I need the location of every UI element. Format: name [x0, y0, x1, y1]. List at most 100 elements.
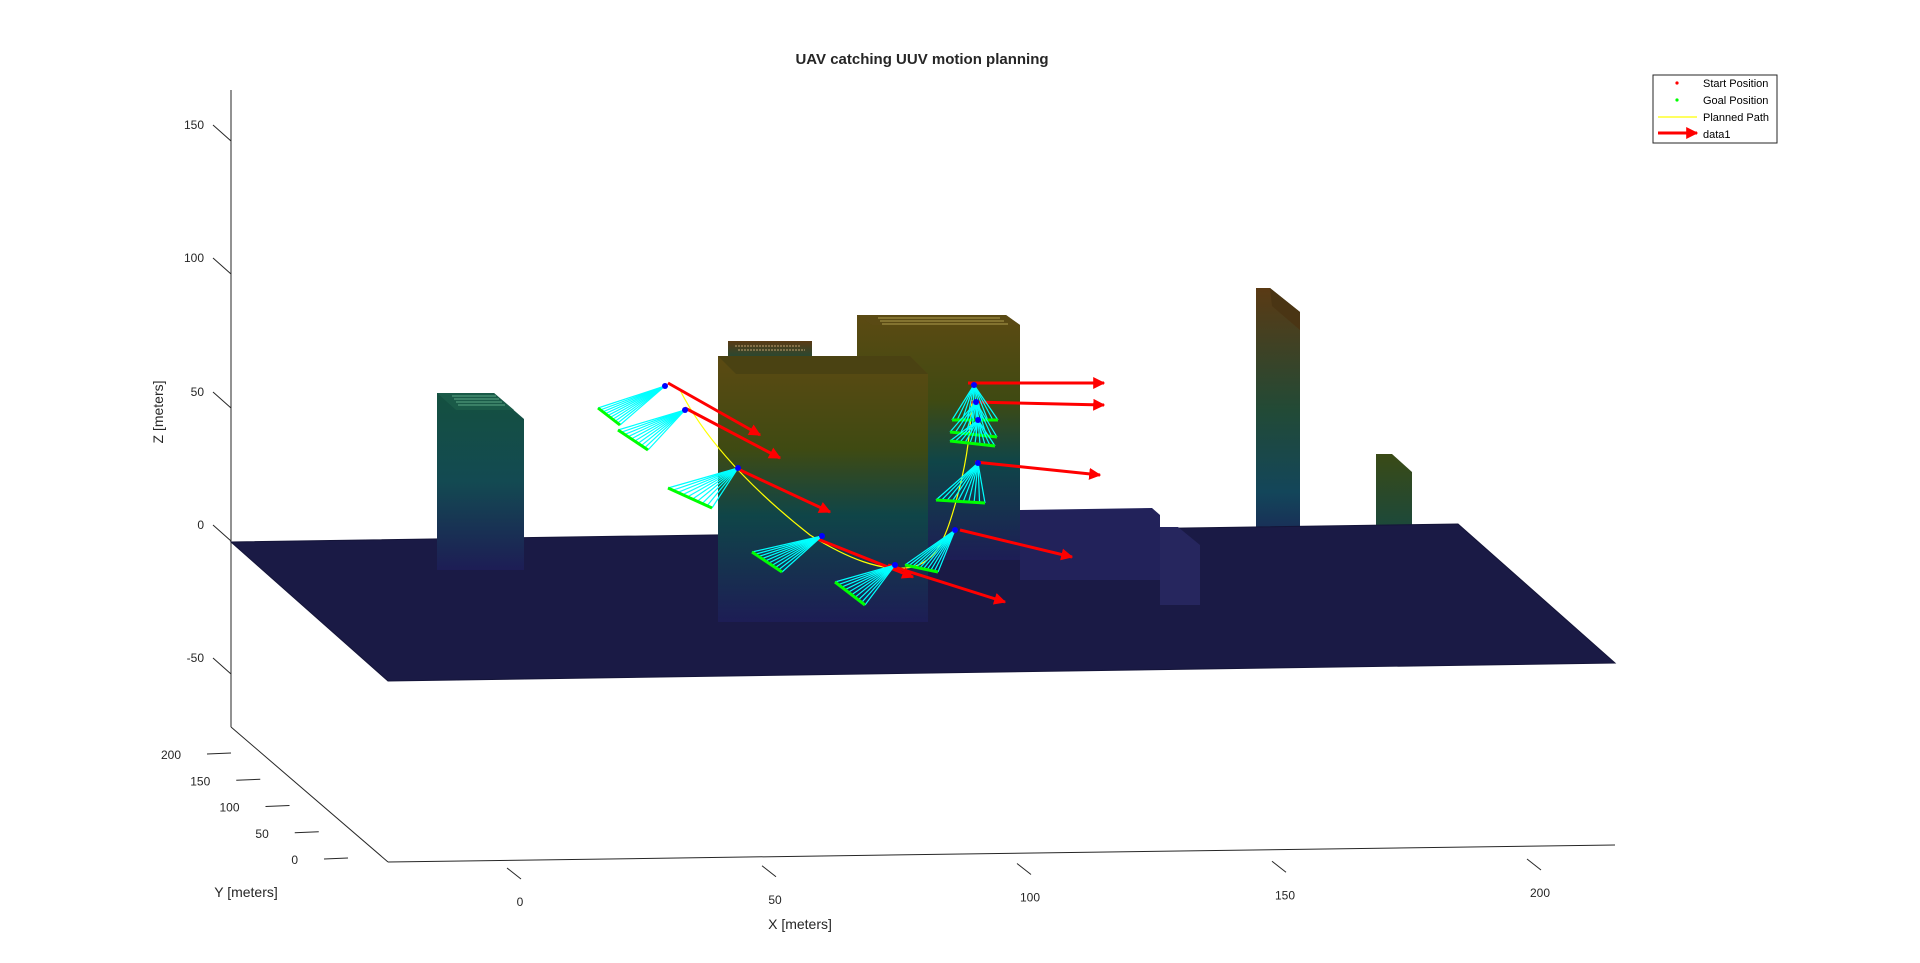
uav-rib: [949, 419, 979, 442]
z-tick-mark: [212, 257, 232, 275]
uav-fan: [834, 562, 898, 607]
uav-rib: [701, 467, 739, 504]
uav-rib: [647, 409, 686, 451]
uav-rib: [974, 419, 979, 444]
uav-rib: [973, 384, 989, 421]
y-tick-label: 50: [255, 827, 269, 841]
uav-hub: [973, 399, 979, 405]
tower-tall-right-side: [1270, 288, 1300, 330]
uav-rib: [706, 467, 739, 507]
legend-start-marker: [1675, 81, 1679, 85]
uav-hub: [662, 383, 668, 389]
uav-rib: [848, 564, 896, 593]
uav-tip-bar: [949, 439, 996, 448]
uav-tip-bar: [597, 406, 621, 427]
x-tick-label: 150: [1275, 888, 1295, 902]
uav-tip-bar: [834, 580, 866, 607]
uav-rib: [774, 535, 823, 569]
z-tick-mark: [212, 657, 232, 675]
uav-rib: [977, 462, 981, 503]
x-tick-label: 50: [768, 893, 782, 907]
legend-data1-label: data1: [1703, 129, 1731, 141]
uav-rib: [977, 462, 986, 504]
uav-rib: [949, 401, 977, 433]
uav-rib: [973, 384, 999, 421]
uav-rib: [959, 401, 977, 434]
y-tick-mark: [206, 752, 232, 755]
direction-arrow: [969, 398, 1106, 411]
chart-title: UAV catching UUV motion planning: [795, 51, 1048, 68]
low-block-mid-2-front: [1160, 527, 1200, 605]
uav-rib: [930, 529, 956, 571]
uav-tip-bar: [617, 428, 649, 452]
building-left-roof-vents: [452, 395, 505, 406]
uav-rib: [975, 401, 998, 438]
y-tick-label: 200: [161, 748, 181, 762]
uav-rib: [854, 564, 896, 598]
low-block-mid: [1020, 508, 1160, 580]
uav-rib: [977, 419, 991, 446]
uav-tip-bar: [667, 486, 713, 510]
uav-hub: [819, 533, 825, 539]
uav-rib: [768, 535, 823, 564]
y-tick-mark: [236, 778, 261, 781]
uav-rib: [969, 419, 979, 444]
uav-rib: [975, 401, 993, 437]
uav-hub: [682, 407, 688, 413]
y-tick-label: 0: [291, 853, 298, 867]
uav-rib: [841, 564, 896, 588]
uav-rib: [970, 401, 977, 435]
x-tick-mark: [506, 867, 522, 880]
z-tick-label: 0: [197, 518, 204, 532]
z-tick-label: -50: [187, 651, 205, 665]
uav-rib: [677, 467, 739, 494]
direction-arrow: [974, 460, 1102, 480]
uav-rib: [838, 564, 896, 586]
legend-start-label: Start Position: [1703, 78, 1768, 90]
x-tick-mark: [761, 865, 777, 878]
uav-rib: [954, 401, 977, 433]
legend-item-data1: data1: [1658, 127, 1731, 141]
building-left-front: [437, 393, 524, 570]
building-central-front-roof: [718, 356, 928, 374]
z-tick-mark: [212, 124, 232, 142]
legend-item-goal: Goal Position: [1675, 95, 1768, 107]
direction-arrows: [667, 377, 1106, 605]
z-tick-label: 150: [184, 118, 204, 132]
uav-rib: [644, 409, 686, 449]
uav-rib: [973, 384, 994, 421]
uav-tip-bar: [935, 498, 986, 505]
uav-rib: [968, 462, 979, 503]
uav-rib: [973, 462, 979, 503]
z-tick-mark: [212, 524, 232, 542]
direction-arrow: [814, 536, 915, 579]
uav-rib: [959, 419, 979, 443]
uav-rib: [956, 384, 975, 421]
low-block-mid-front: [1020, 508, 1160, 580]
uav-rib: [631, 409, 686, 440]
y-tick-mark: [323, 857, 349, 860]
legend-goal-marker: [1675, 98, 1679, 102]
y-axis-label: Y [meters]: [214, 884, 278, 900]
z-ticks: -50 0 50 100 150: [184, 118, 232, 675]
uav-fan: [597, 383, 668, 427]
uav-hub: [892, 562, 898, 568]
uav-rib: [961, 384, 975, 421]
uav-rib: [977, 419, 996, 447]
uav-rib: [977, 419, 981, 445]
y-tick-mark: [294, 831, 319, 834]
x-tick-mark: [1526, 858, 1542, 871]
direction-arrow: [684, 406, 782, 460]
tower-tall-right-front: [1256, 288, 1300, 560]
uav-rib: [778, 535, 823, 571]
uav-rib: [946, 462, 979, 502]
x-tick-label: 0: [517, 895, 524, 909]
z-tick-mark: [212, 391, 232, 409]
uav-rib: [640, 409, 686, 447]
x-ticks: 0 50 100 150 200: [506, 858, 1550, 909]
uav-fan: [935, 460, 986, 505]
uav-rib: [696, 467, 739, 502]
building-central-rear-roof: [857, 315, 1020, 325]
uav-rib: [977, 419, 986, 446]
